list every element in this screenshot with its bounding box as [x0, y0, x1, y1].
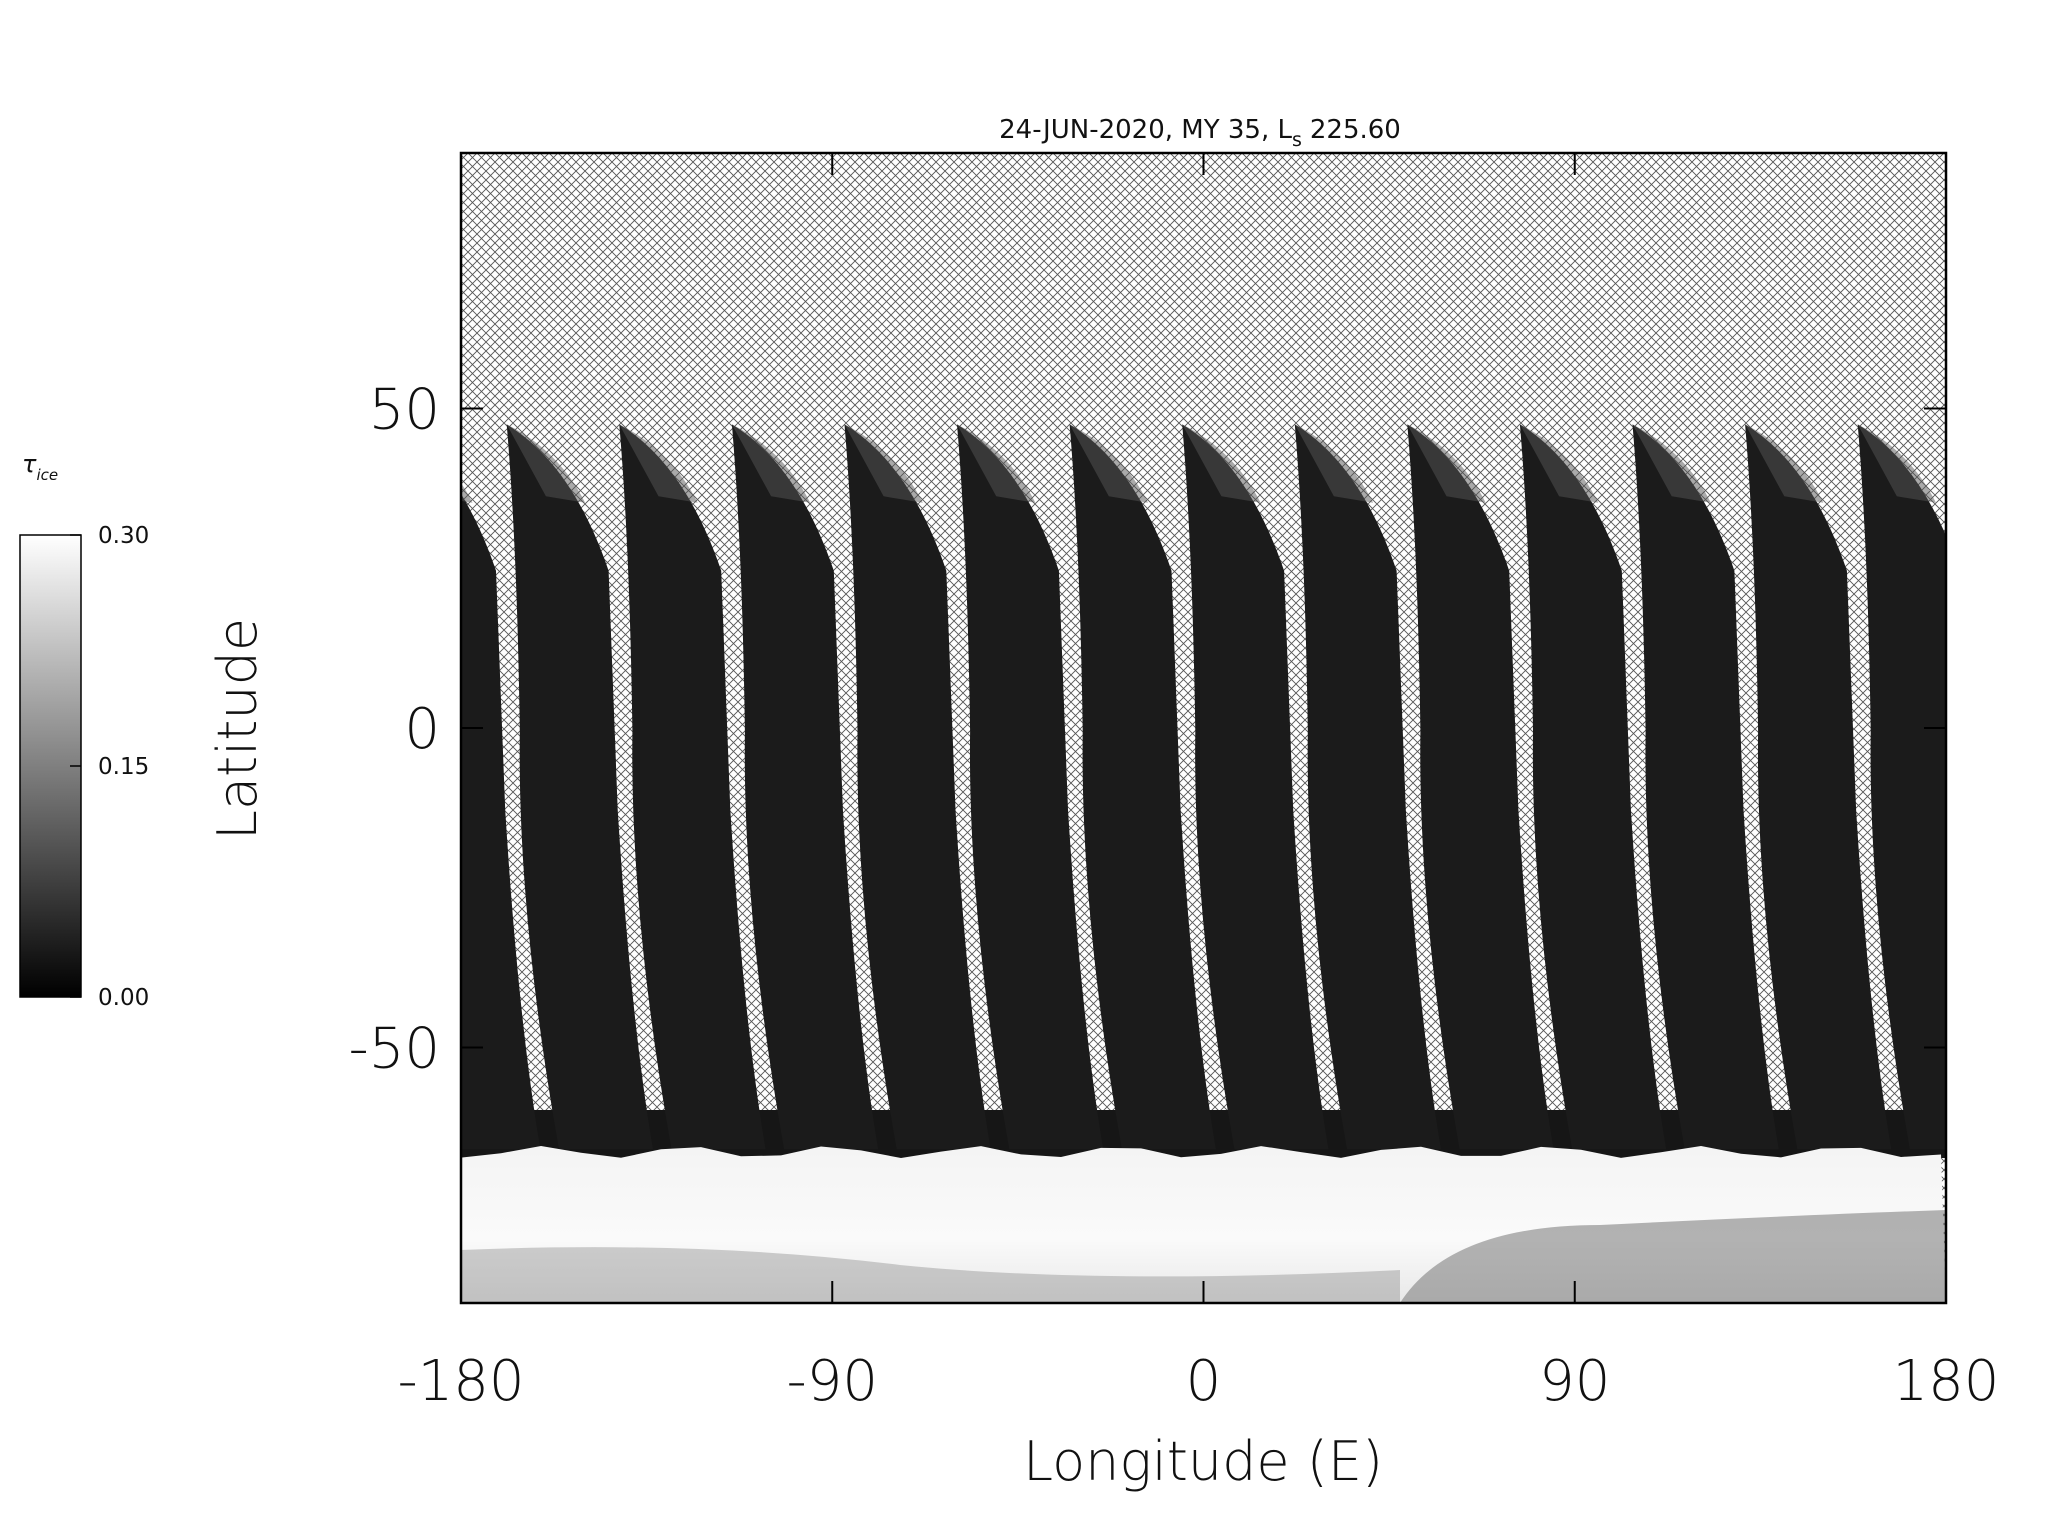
swath [957, 424, 1104, 1150]
swath [1632, 424, 1779, 1150]
swath [1182, 424, 1329, 1150]
swath [1519, 424, 1667, 1150]
swath-cloud [1182, 424, 1261, 503]
swath-cloud [957, 424, 1036, 503]
y-tick-label: 50 [369, 378, 440, 443]
y-tick-label: 0 [404, 697, 440, 762]
colorbar-label: τice [22, 450, 58, 484]
swath [619, 424, 766, 1150]
swath-cloud [731, 424, 811, 503]
colorbar-tick-label: 0.30 [98, 523, 149, 549]
swath-cloud [1632, 424, 1711, 503]
y-tick-label: -50 [349, 1016, 440, 1081]
swath-cloud [619, 424, 698, 503]
swath [1294, 424, 1441, 1150]
swath-cloud [1745, 424, 1824, 503]
swath-cloud [1970, 424, 2048, 502]
x-tick-label: 0 [1186, 1349, 1222, 1414]
x-tick-label: 180 [1893, 1349, 2000, 1414]
swath-cloud [844, 424, 923, 503]
swath [1857, 424, 1946, 1150]
swath [731, 424, 879, 1150]
swath [1069, 424, 1216, 1150]
swath-cloud [1407, 424, 1486, 503]
colorbar-tick-label: 0.15 [98, 754, 149, 780]
swath-cloud [1857, 424, 1936, 503]
swath [1970, 424, 2048, 1149]
swath [1745, 424, 1892, 1150]
polar-texture [461, 1247, 1400, 1303]
swath-cloud [1519, 424, 1599, 503]
x-tick-label: -90 [787, 1349, 878, 1414]
y-axis-label: Latitude [206, 618, 269, 840]
x-tick-label: -180 [397, 1349, 524, 1414]
chart-title: 24-JUN-2020, MY 35, Ls 225.60 [999, 115, 1401, 151]
swath-cloud [1069, 424, 1148, 503]
swath [506, 424, 653, 1150]
x-tick-label: 90 [1539, 1349, 1610, 1414]
colorbar-tick-label: 0.00 [98, 985, 149, 1011]
swath-cloud [506, 424, 586, 503]
swath-cloud [461, 483, 473, 503]
swath [1407, 424, 1554, 1150]
x-axis-label: Longitude (E) [1023, 1430, 1383, 1493]
swath [844, 424, 991, 1150]
swath [461, 494, 541, 1150]
polar-texture [1400, 1210, 1946, 1303]
observation-swaths [461, 424, 2048, 1303]
swath-cloud [1294, 424, 1374, 503]
